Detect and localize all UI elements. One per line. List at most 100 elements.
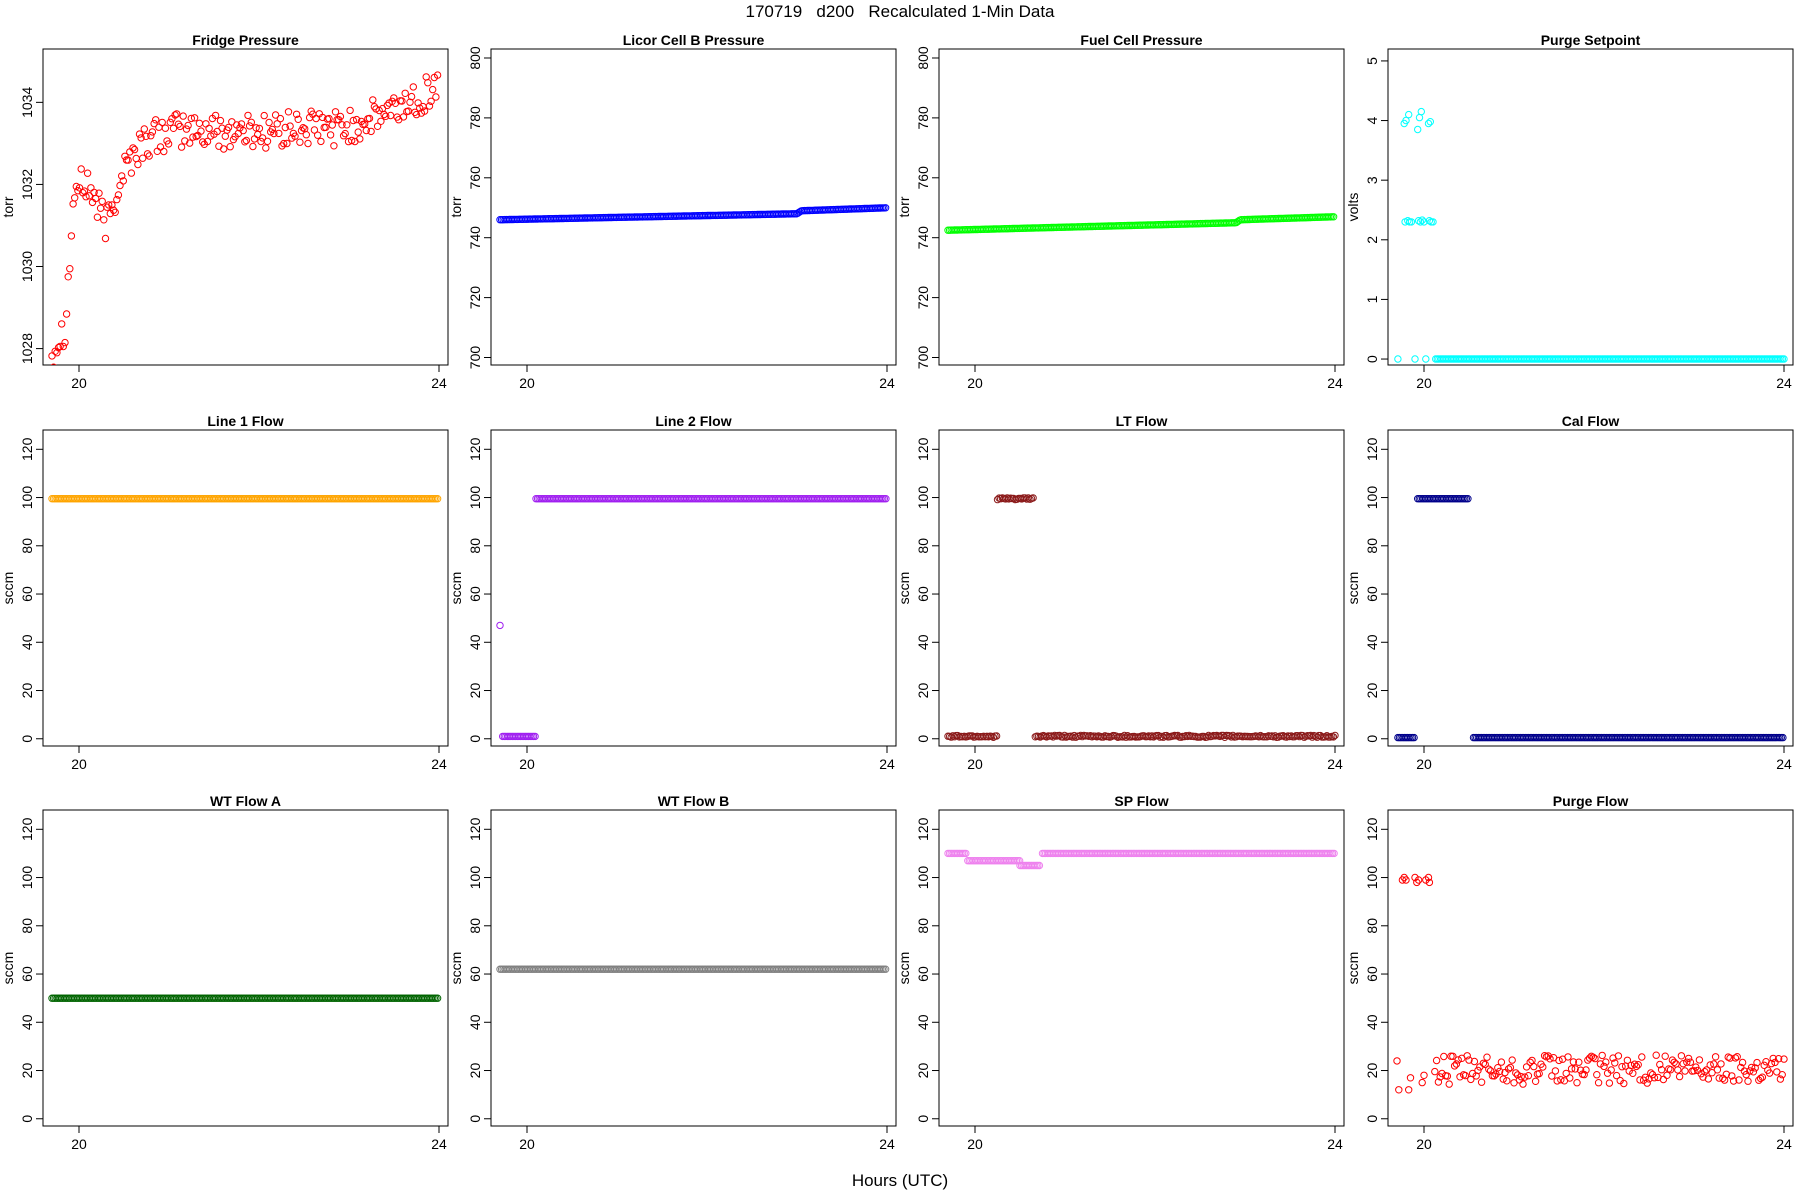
- data-point: [1713, 1066, 1722, 1074]
- data-point: [1418, 1078, 1426, 1087]
- data-point: [1440, 1052, 1448, 1061]
- data-point: [1612, 1071, 1621, 1080]
- data-point: [1566, 1074, 1574, 1082]
- x-tick-label: 24: [431, 756, 447, 772]
- data-point: [1607, 1066, 1615, 1074]
- data-series: [48, 71, 442, 365]
- data-point: [1414, 876, 1423, 884]
- data-point: [1726, 1054, 1734, 1062]
- panel-sp-flow: SP Flow 20 24 0 20 40 60 80 100 120 sccm: [896, 793, 1345, 1152]
- y-tick-label: 100: [1364, 866, 1380, 890]
- data-point: [177, 143, 186, 151]
- data-point: [1717, 1060, 1725, 1068]
- data-point: [96, 204, 105, 212]
- y-tick-label: 3: [1364, 176, 1380, 184]
- data-point: [1753, 1058, 1761, 1067]
- data-point: [284, 108, 293, 116]
- data-point: [1329, 733, 1338, 741]
- data-point: [127, 169, 136, 177]
- data-point: [352, 115, 361, 124]
- data-point: [1029, 494, 1037, 502]
- data-point: [1404, 217, 1412, 225]
- data-point: [61, 338, 69, 347]
- data-point: [69, 200, 77, 208]
- data-point: [239, 126, 247, 135]
- data-point: [173, 110, 181, 118]
- plot-frame: [1387, 429, 1794, 747]
- data-point: [1454, 1056, 1462, 1064]
- data-point: [1711, 1053, 1720, 1061]
- y-tick-label: 60: [19, 966, 35, 982]
- data-point: [158, 118, 166, 127]
- data-series: [944, 494, 1339, 741]
- data-point: [1524, 1072, 1533, 1080]
- data-point: [1776, 1075, 1785, 1083]
- data-point: [1425, 878, 1434, 887]
- data-point: [1479, 1059, 1488, 1068]
- data-point: [1699, 1073, 1707, 1081]
- y-tick-label: 0: [467, 735, 483, 743]
- data-point: [292, 110, 301, 119]
- data-point: [184, 121, 192, 130]
- data-point: [1744, 1077, 1752, 1085]
- data-point: [77, 165, 85, 173]
- y-tick-label: 60: [19, 586, 35, 602]
- data-series: [496, 204, 890, 224]
- data-point: [116, 181, 124, 190]
- y-tick-label: 80: [915, 918, 931, 934]
- y-tick-label: 100: [915, 486, 931, 510]
- data-point: [216, 116, 225, 125]
- data-point: [1780, 355, 1788, 363]
- data-point: [101, 234, 110, 243]
- panel-line-2-flow: Line 2 Flow 20 24 0 20 40 60 80 100 120 sccm: [448, 413, 897, 772]
- y-tick-label: 0: [1364, 1115, 1380, 1123]
- y-tick-label: 40: [915, 634, 931, 650]
- data-point: [1695, 1056, 1704, 1064]
- data-point: [294, 115, 302, 124]
- x-tick-label: 24: [431, 375, 447, 391]
- data-point: [1767, 1059, 1776, 1068]
- data-point: [260, 111, 268, 120]
- y-tick-label: 120: [1364, 437, 1380, 461]
- data-point: [1522, 1063, 1531, 1071]
- data-point: [348, 136, 356, 145]
- data-point: [1557, 1076, 1565, 1084]
- plot-frame: [42, 429, 449, 747]
- data-point: [114, 191, 123, 199]
- x-tick-label: 24: [879, 756, 895, 772]
- data-point: [273, 120, 281, 128]
- y-axis-label: sccm: [1345, 952, 1361, 985]
- data-point: [362, 126, 370, 135]
- data-point: [365, 114, 374, 123]
- y-tick-label: 120: [19, 817, 35, 841]
- y-tick-label: 120: [467, 817, 483, 841]
- data-point: [1553, 1077, 1561, 1085]
- data-point: [1589, 1053, 1597, 1062]
- y-tick-label: 1032: [19, 169, 35, 200]
- data-point: [156, 143, 165, 151]
- data-point: [1573, 1079, 1581, 1087]
- data-point: [1424, 873, 1433, 882]
- data-point: [1426, 118, 1435, 126]
- panel-title: Purge Setpoint: [1541, 32, 1641, 48]
- data-point: [1600, 1062, 1608, 1071]
- data-point: [197, 127, 205, 135]
- y-tick-label: 100: [1364, 486, 1380, 510]
- data-point: [401, 89, 409, 98]
- data-point: [252, 124, 260, 132]
- data-point: [221, 132, 230, 140]
- data-point: [1666, 1066, 1675, 1074]
- data-point: [176, 122, 184, 131]
- data-point: [1531, 1077, 1540, 1086]
- data-point: [215, 142, 223, 150]
- data-point: [174, 120, 183, 128]
- data-point: [53, 349, 61, 357]
- data-point: [182, 125, 191, 133]
- plot-frame: [938, 429, 1345, 747]
- data-point: [1738, 1058, 1747, 1067]
- data-point: [296, 138, 304, 146]
- data-point: [1575, 1058, 1583, 1066]
- data-point: [226, 143, 234, 151]
- data-point: [1740, 1067, 1749, 1075]
- data-point: [150, 119, 158, 128]
